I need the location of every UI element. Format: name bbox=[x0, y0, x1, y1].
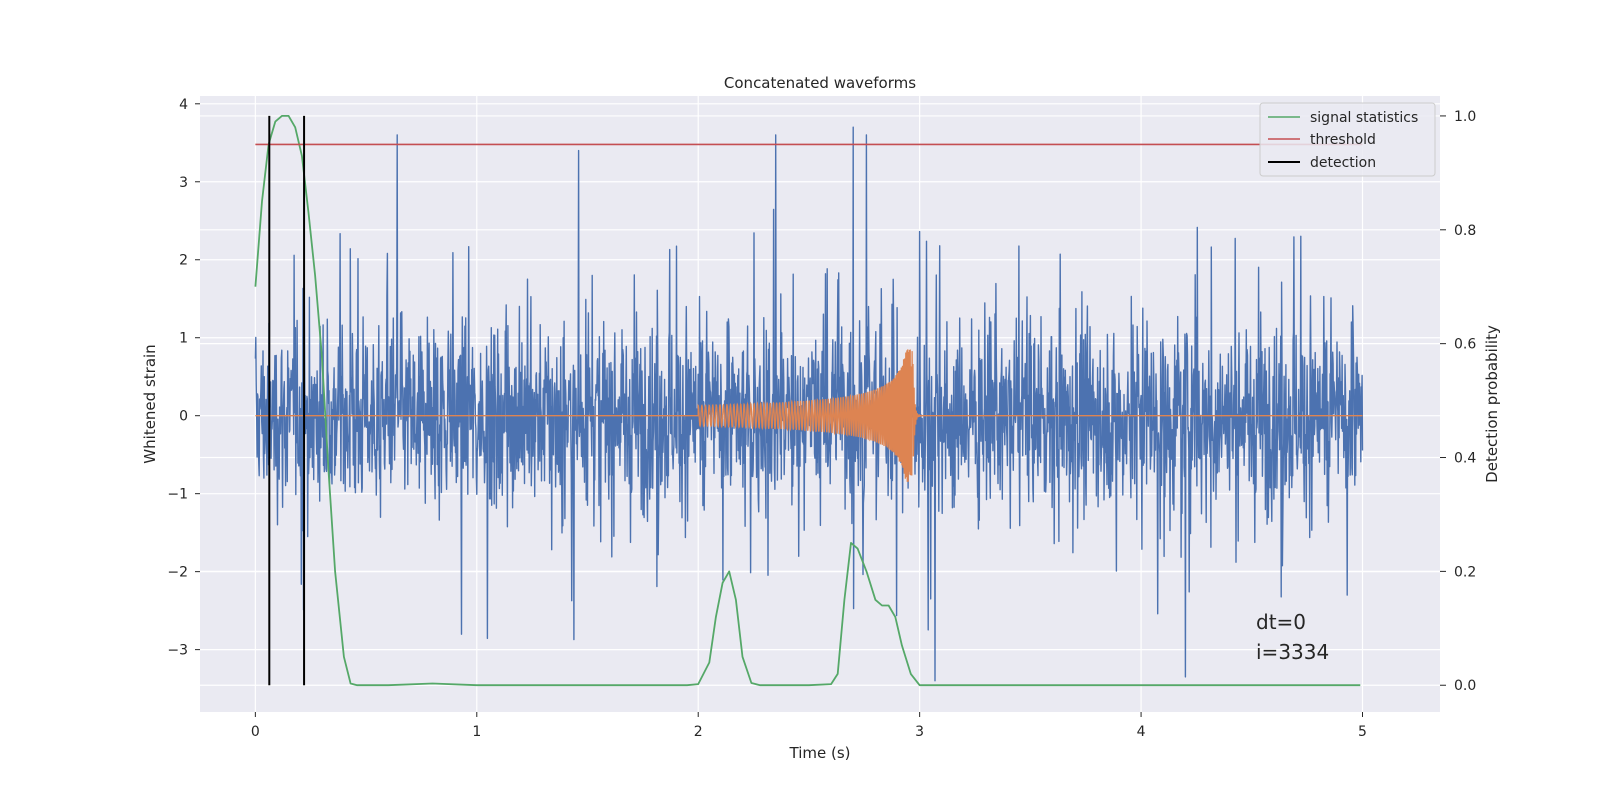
x-axis-label: Time (s) bbox=[789, 744, 851, 762]
tick-labels: 0 1 2 3 4 5 −3 −2 −1 0 1 2 3 4 0.0 0.2 0.4 0.6 0.8 1.0 bbox=[167, 97, 1476, 740]
y-left-tick-label-1: 1 bbox=[179, 331, 188, 347]
y-axis-label-left: Whitened strain bbox=[141, 344, 159, 463]
chart-title: Concatenated waveforms bbox=[724, 74, 916, 92]
y-right-tick-label-0-4: 0.4 bbox=[1454, 451, 1476, 467]
y-right-tick-label-0-2: 0.2 bbox=[1454, 564, 1476, 580]
y-left-tick-label-minus-1: −1 bbox=[167, 487, 188, 503]
legend-label-threshold: threshold bbox=[1310, 132, 1376, 148]
x-tick-label-5: 5 bbox=[1358, 724, 1367, 740]
x-tick-label-3: 3 bbox=[915, 724, 924, 740]
y-left-tick-label-2: 2 bbox=[179, 253, 188, 269]
x-tick-label-0: 0 bbox=[251, 724, 260, 740]
y-right-tick-label-1-0: 1.0 bbox=[1454, 109, 1476, 125]
legend-label-signal-statistics: signal statistics bbox=[1310, 110, 1418, 126]
y-left-tick-label-0: 0 bbox=[179, 409, 188, 425]
y-right-tick-label-0-0: 0.0 bbox=[1454, 678, 1476, 694]
injected-signal-line bbox=[255, 349, 1363, 482]
x-tick-label-2: 2 bbox=[694, 724, 703, 740]
signal-statistics-line bbox=[254, 115, 1361, 687]
series-injected-signal bbox=[255, 349, 1363, 482]
y-right-tick-label-0-6: 0.6 bbox=[1454, 337, 1476, 353]
legend: signal statistics threshold detection bbox=[1259, 102, 1436, 177]
annotation-index: i=3334 bbox=[1256, 640, 1329, 664]
y-left-tick-label-3: 3 bbox=[179, 175, 188, 191]
y-left-tick-label-minus-3: −3 bbox=[167, 643, 188, 659]
legend-label-detection: detection bbox=[1310, 155, 1376, 171]
y-left-tick-label-minus-2: −2 bbox=[167, 565, 188, 581]
x-tick-label-1: 1 bbox=[472, 724, 481, 740]
legend-box bbox=[1259, 102, 1436, 177]
y-right-tick-label-0-8: 0.8 bbox=[1454, 223, 1476, 239]
y-axis-label-right: Detection probability bbox=[1483, 325, 1501, 483]
x-tick-label-4: 4 bbox=[1137, 724, 1146, 740]
series-detection-probability bbox=[254, 115, 1363, 687]
annotation-dt: dt=0 bbox=[1256, 610, 1306, 634]
y-left-tick-label-4: 4 bbox=[179, 97, 188, 113]
